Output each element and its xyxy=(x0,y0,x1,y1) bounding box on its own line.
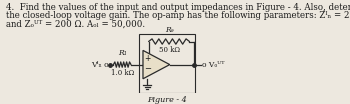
Text: 50 kΩ: 50 kΩ xyxy=(159,46,180,54)
Text: −: − xyxy=(144,65,151,74)
Text: R₁: R₁ xyxy=(118,49,127,57)
Text: the closed-loop voltage gain. The op-amp has the following parameters: Zᴵₙ = 2MΩ: the closed-loop voltage gain. The op-amp… xyxy=(6,11,350,20)
Text: +: + xyxy=(144,54,150,63)
Polygon shape xyxy=(143,50,170,79)
Text: Figure - 4: Figure - 4 xyxy=(147,96,187,104)
Bar xyxy=(139,34,195,93)
Text: Rₔ: Rₔ xyxy=(164,26,173,33)
Text: 1.0 kΩ: 1.0 kΩ xyxy=(111,69,134,77)
Text: 4.  Find the values of the input and output impedances in Figure - 4. Also, dete: 4. Find the values of the input and outp… xyxy=(6,3,350,12)
Text: and Zₒᵁᵀ = 200 Ω. Aₒₗ = 50,000.: and Zₒᵁᵀ = 200 Ω. Aₒₗ = 50,000. xyxy=(6,19,146,28)
Text: o Vₒᵁᵀ: o Vₒᵁᵀ xyxy=(202,61,225,69)
Text: Vᴵₙ o: Vᴵₙ o xyxy=(91,61,108,69)
